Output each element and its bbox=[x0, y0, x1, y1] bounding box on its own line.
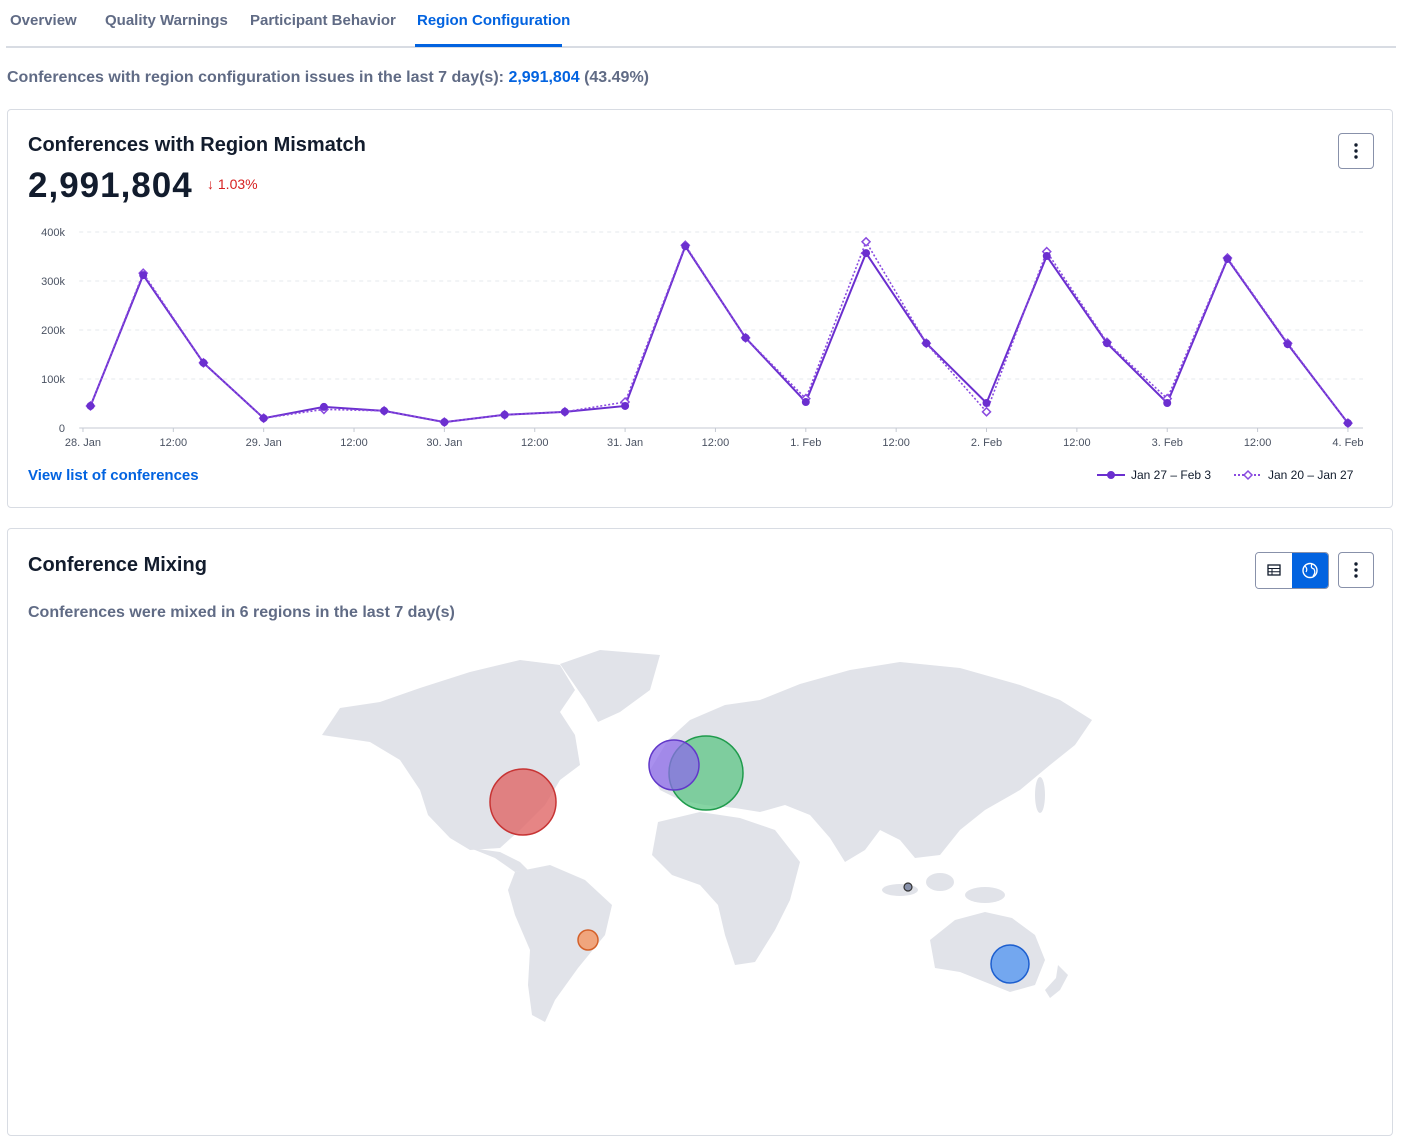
legend-label: Jan 27 – Feb 3 bbox=[1131, 468, 1211, 482]
continents bbox=[322, 650, 1092, 1022]
down-arrow: ↓ bbox=[207, 176, 218, 192]
legend-marker bbox=[1107, 471, 1115, 479]
globe-icon bbox=[1302, 562, 1318, 579]
point bbox=[139, 271, 148, 280]
point bbox=[86, 401, 95, 410]
point bbox=[1283, 340, 1292, 349]
island bbox=[926, 873, 954, 891]
point bbox=[1042, 252, 1051, 261]
tab-underline bbox=[415, 44, 562, 47]
y-tick-label: 400k bbox=[41, 227, 65, 239]
point bbox=[1223, 254, 1232, 263]
change: ↓ 1.03% bbox=[207, 176, 258, 192]
card-title: Conference Mixing bbox=[28, 554, 207, 576]
kebab-icon bbox=[1354, 143, 1358, 159]
point bbox=[1102, 339, 1111, 348]
kebab-icon bbox=[1354, 562, 1358, 578]
x-tick-label: 30. Jan bbox=[426, 437, 462, 449]
summary: Conferences with region configuration is… bbox=[7, 69, 649, 87]
point bbox=[440, 418, 449, 427]
point bbox=[560, 407, 569, 416]
tab-divider bbox=[6, 46, 1396, 48]
x-tick-label: 31. Jan bbox=[607, 437, 643, 449]
point bbox=[741, 333, 750, 342]
link[interactable]: View list of conferences bbox=[28, 467, 199, 484]
series-line bbox=[89, 239, 1349, 424]
tab-active[interactable]: Region Configuration bbox=[417, 12, 571, 29]
y-tick-label: 200k bbox=[41, 325, 65, 337]
x-tick-label: 12:00 bbox=[1063, 437, 1091, 449]
point bbox=[862, 249, 871, 258]
change-value: 1.03% bbox=[217, 176, 258, 192]
point bbox=[500, 410, 509, 419]
island bbox=[882, 884, 918, 896]
table-view-button[interactable] bbox=[1256, 553, 1292, 588]
menu-button[interactable] bbox=[1338, 552, 1374, 588]
x-tick-label: 12:00 bbox=[1244, 437, 1272, 449]
point bbox=[1343, 419, 1352, 428]
australia bbox=[930, 912, 1045, 992]
y-tick-label: 0 bbox=[59, 423, 65, 435]
bubble[interactable] bbox=[648, 739, 700, 791]
region-bubbles bbox=[489, 735, 1030, 984]
island bbox=[1035, 777, 1045, 813]
tab[interactable]: Overview bbox=[10, 12, 77, 29]
central-america bbox=[470, 848, 528, 872]
menu-button[interactable] bbox=[1338, 133, 1374, 169]
point bbox=[681, 242, 690, 251]
south-america bbox=[508, 865, 612, 1022]
tab[interactable]: Quality Warnings bbox=[105, 12, 228, 29]
bubble[interactable] bbox=[577, 929, 599, 951]
bubble[interactable] bbox=[990, 944, 1030, 984]
new-zealand bbox=[1045, 965, 1068, 998]
card-subtitle: Conferences were mixed in 6 regions in t… bbox=[28, 604, 455, 621]
eurasia bbox=[650, 662, 1092, 862]
table-icon bbox=[1267, 564, 1281, 576]
x-tick-label: 12:00 bbox=[702, 437, 730, 449]
y-tick-label: 300k bbox=[41, 276, 65, 288]
legend-label: Jan 20 – Jan 27 bbox=[1268, 468, 1354, 482]
bubble[interactable] bbox=[903, 882, 913, 892]
mismatch-card: Conferences with Region Mismatch 2,991,8… bbox=[7, 109, 1393, 508]
summary-share: (43.49%) bbox=[584, 69, 649, 86]
point bbox=[199, 358, 208, 367]
tab[interactable]: Participant Behavior bbox=[250, 12, 396, 29]
point bbox=[860, 236, 872, 247]
bubble[interactable] bbox=[489, 768, 557, 836]
point bbox=[982, 399, 991, 408]
view-toggle bbox=[1255, 552, 1329, 589]
x-tick-label: 3. Feb bbox=[1152, 437, 1183, 449]
x-tick-label: 12:00 bbox=[160, 437, 188, 449]
point bbox=[319, 402, 328, 411]
x-tick-label: 1. Feb bbox=[790, 437, 821, 449]
card-title: Conferences with Region Mismatch bbox=[28, 134, 366, 156]
point bbox=[922, 339, 931, 348]
x-tick-label: 28. Jan bbox=[65, 437, 101, 449]
africa bbox=[652, 812, 800, 965]
y-tick-label: 100k bbox=[41, 374, 65, 386]
point bbox=[1163, 399, 1172, 408]
x-tick-label: 12:00 bbox=[521, 437, 549, 449]
legend-marker bbox=[1242, 469, 1254, 481]
x-tick-label: 12:00 bbox=[882, 437, 910, 449]
point bbox=[380, 406, 389, 415]
total: 2,991,804 bbox=[28, 166, 193, 205]
x-tick-label: 29. Jan bbox=[246, 437, 282, 449]
greenland bbox=[560, 650, 660, 722]
x-tick-label: 12:00 bbox=[340, 437, 368, 449]
point bbox=[801, 398, 810, 407]
map-view-button[interactable] bbox=[1292, 553, 1328, 588]
island bbox=[965, 887, 1005, 903]
line-chart: 0 100k 200k 300k 400k 28. Jan 12:00 29. Jan 12:0… bbox=[41, 227, 1363, 482]
summary-count[interactable]: 2,991,804 bbox=[508, 69, 580, 86]
point bbox=[259, 414, 268, 423]
x-tick-label: 2. Feb bbox=[971, 437, 1002, 449]
summary-text: Conferences with region configuration is… bbox=[7, 69, 504, 86]
x-tick-label: 4. Feb bbox=[1332, 437, 1363, 449]
point bbox=[981, 406, 992, 417]
point bbox=[621, 401, 630, 410]
